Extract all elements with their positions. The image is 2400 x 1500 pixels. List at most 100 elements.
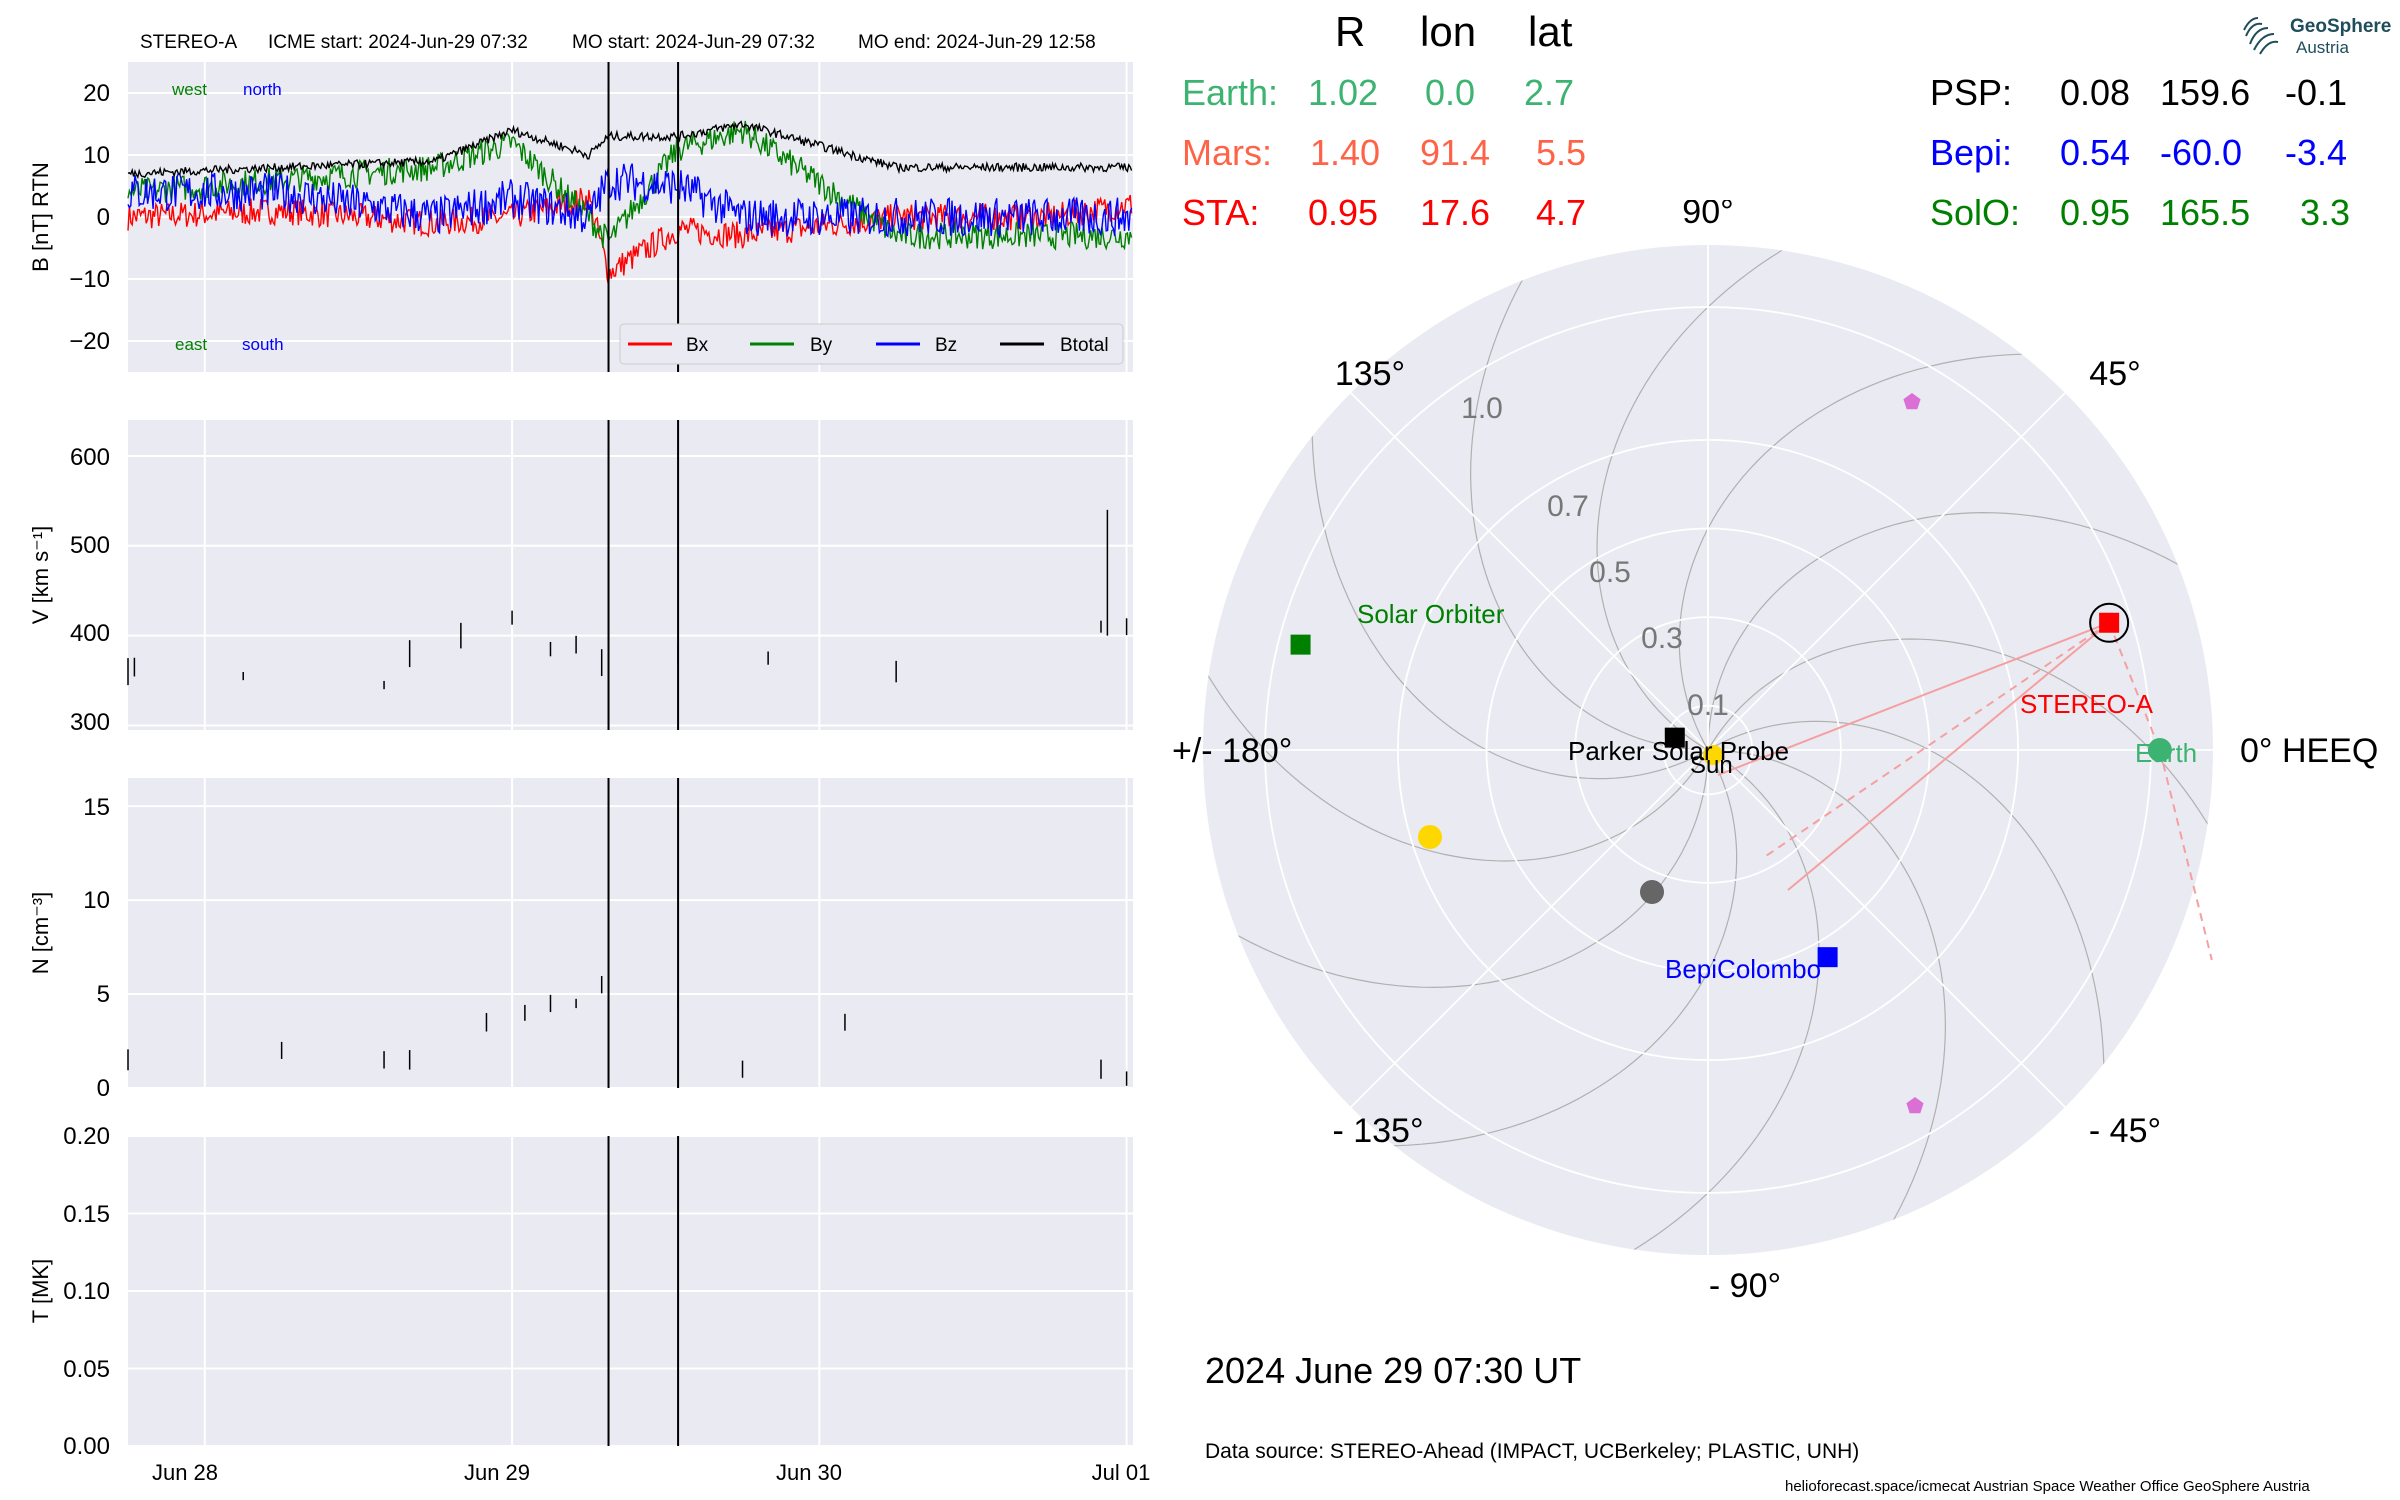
b-tick-label: 0 xyxy=(97,204,110,231)
n-tick-label: 10 xyxy=(83,887,110,914)
legend-label-bz: Bz xyxy=(935,335,957,356)
n-tick-label: 15 xyxy=(83,794,110,821)
t-tick-label: 0.15 xyxy=(63,1201,110,1228)
radius-label: 0.5 xyxy=(1589,556,1631,589)
t-ylabel: T [MK] xyxy=(28,1259,53,1323)
parker-spiral-line xyxy=(1707,720,2105,1164)
parker-spiral-line xyxy=(1707,638,2213,915)
footer-datetime: 2024 June 29 07:30 UT xyxy=(1205,1350,1582,1391)
pos-psp-lat: -0.1 xyxy=(2285,72,2348,113)
pos-earth-lat: 2.7 xyxy=(1524,72,1575,113)
t-tick-label: 0.20 xyxy=(63,1123,110,1150)
parker-spiral-line xyxy=(1311,336,1709,780)
pos-sta-lon: 17.6 xyxy=(1420,192,1491,233)
insitu-header-mo-start: MO start: 2024-Jun-29 07:32 xyxy=(572,32,815,53)
polar-objects xyxy=(1290,393,2213,1114)
angle-label-0: 0° HEEQ xyxy=(2240,732,2378,770)
angle-label-m135: - 135° xyxy=(1332,1112,1423,1150)
pos-header-r: R xyxy=(1335,8,1366,55)
insitu-header-mo-end: MO end: 2024-Jun-29 12:58 xyxy=(858,32,1096,53)
pos-sta-lat: 4.7 xyxy=(1536,192,1587,233)
parker-spirals xyxy=(1203,245,2213,1255)
logo-mark-icon xyxy=(2243,17,2279,55)
pos-solo-name: SolO: xyxy=(1930,192,2021,233)
solar-orbiter-marker xyxy=(1290,634,1311,655)
parker-spiral-line xyxy=(1294,749,1738,1147)
angle-label-135: 135° xyxy=(1335,355,1405,393)
pos-solo-lat: 3.3 xyxy=(2300,192,2351,233)
pos-solo-r: 0.95 xyxy=(2060,192,2131,233)
parker-spiral-line xyxy=(1707,749,1947,1255)
insitu-header-spacecraft: STEREO-A xyxy=(140,32,237,53)
b-ylabel: B [nT] RTN xyxy=(28,162,53,272)
insitu-header-icme-start: ICME start: 2024-Jun-29 07:32 xyxy=(268,32,528,53)
series-by xyxy=(127,120,1133,251)
v-tick-label: 500 xyxy=(70,532,110,559)
parker-spiral-line xyxy=(1707,511,2213,751)
mercury-marker xyxy=(1640,880,1664,904)
pos-bepi-r: 0.54 xyxy=(2060,132,2131,173)
pos-psp-name: PSP: xyxy=(1930,72,2013,113)
radius-label: 0.1 xyxy=(1687,689,1729,722)
parker-spiral-line xyxy=(1678,353,2122,751)
logo-line-2: Austria xyxy=(2296,38,2349,57)
bepicolombo-marker xyxy=(1817,947,1838,968)
pos-mars-lat: 5.5 xyxy=(1536,132,1587,173)
pos-sta-r: 0.95 xyxy=(1308,192,1379,233)
pos-bepi-lat: -3.4 xyxy=(2285,132,2348,173)
pos-earth-name: Earth: xyxy=(1182,72,1279,113)
pos-mars-lon: 91.4 xyxy=(1420,132,1491,173)
b-legend: Bx By Bz Btotal xyxy=(619,323,1124,365)
v-tick-label: 400 xyxy=(70,620,110,647)
b-tick-label: 20 xyxy=(83,80,110,107)
insitu-series xyxy=(127,120,1133,1086)
angle-label-m45: - 45° xyxy=(2089,1112,2161,1150)
cme-dashed-line xyxy=(2108,622,2161,751)
panel-gridlines xyxy=(128,62,1133,1447)
pos-sta-name: STA: xyxy=(1182,192,1260,233)
pos-psp-r: 0.08 xyxy=(2060,72,2131,113)
t-tick-label: 0.00 xyxy=(63,1433,110,1460)
series-btotal xyxy=(127,120,1133,179)
label-bepicolombo: BepiColombo xyxy=(1665,954,1821,984)
b-tick-label: −10 xyxy=(69,266,110,293)
parker-spiral-line xyxy=(1469,245,1709,751)
n-tick-label: 5 xyxy=(97,981,110,1008)
b-annotation-west: west xyxy=(171,80,207,99)
legend-label-by: By xyxy=(810,335,833,356)
polar-plot: 90° 45° 135° 0° HEEQ +/- 180° - 45° - 13… xyxy=(1172,200,2378,1305)
label-stereo-a: STEREO-A xyxy=(2020,689,2154,719)
legend-box xyxy=(619,323,1124,365)
radius-label: 0.3 xyxy=(1641,622,1683,655)
radius-label: 0.7 xyxy=(1547,490,1589,523)
pos-mars-name: Mars: xyxy=(1182,132,1272,173)
sun-marker xyxy=(1703,745,1723,765)
b-tick-label: −20 xyxy=(69,328,110,355)
pos-header-lon: lon xyxy=(1420,8,1477,55)
event-lines xyxy=(607,62,680,1446)
b-annotation-east: east xyxy=(175,335,207,354)
parker-spiral-line xyxy=(1596,245,1873,751)
parker-spiral-line xyxy=(1203,585,1709,862)
n-panel-bg xyxy=(128,778,1133,1088)
cme-line xyxy=(1717,621,2110,776)
angle-label-180: +/- 180° xyxy=(1172,732,1292,770)
earth-marker xyxy=(2147,738,2172,762)
legend-label-btotal: Btotal xyxy=(1060,335,1109,356)
radius-label: 1.0 xyxy=(1461,392,1503,425)
stereo-a-ring xyxy=(2089,602,2130,643)
stereo-a-marker xyxy=(2099,612,2120,633)
pos-solo-lon: 165.5 xyxy=(2160,192,2251,233)
legend-label-bx: Bx xyxy=(686,335,709,356)
b-tick-label: 10 xyxy=(83,142,110,169)
label-solar-orbiter: Solar Orbiter xyxy=(1357,599,1505,629)
insitu-figure: STEREO-A ICME start: 2024-Jun-29 07:32 M… xyxy=(28,32,1150,1485)
date-tick-label: Jul 01 xyxy=(1092,1460,1150,1485)
logo-line-1: GeoSphere xyxy=(2290,16,2392,37)
pos-bepi-name: Bepi: xyxy=(1930,132,2013,173)
footer-source: Data source: STEREO-Ahead (IMPACT, UCBer… xyxy=(1205,1440,1860,1463)
pos-earth-r: 1.02 xyxy=(1308,72,1379,113)
pos-bepi-lon: -60.0 xyxy=(2160,132,2243,173)
psp-marker xyxy=(1664,727,1685,748)
footer-credits: helioforecast.space/icmecat Austrian Spa… xyxy=(1785,1478,2310,1495)
